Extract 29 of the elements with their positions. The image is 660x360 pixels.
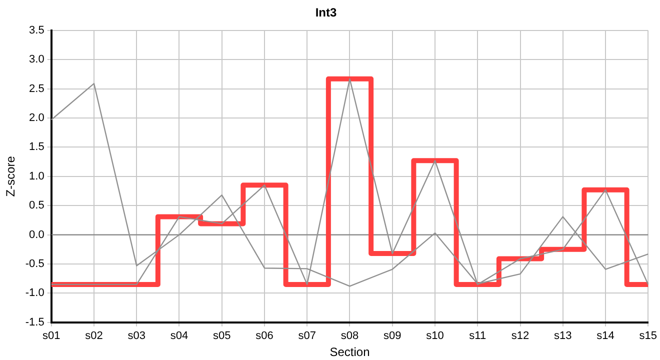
chart-title: Int3 [315, 6, 337, 20]
y-tick-label: 1.0 [29, 170, 44, 182]
y-tick-label: 3.0 [29, 54, 44, 66]
x-tick-label: s05 [212, 330, 231, 342]
x-tick-label: s09 [383, 330, 402, 342]
y-tick-label: -1.5 [25, 316, 44, 328]
x-tick-label: s14 [596, 330, 614, 342]
y-axis-title: Z-score [4, 156, 18, 197]
x-tick-label: s04 [170, 330, 188, 342]
y-tick-label: 2.0 [29, 112, 44, 124]
y-tick-label: 0.0 [29, 228, 44, 241]
y-tick-label: 0.5 [29, 200, 44, 212]
x-tick-label: s15 [639, 330, 658, 342]
x-axis-title: Section [330, 345, 370, 360]
x-tick-label: s11 [469, 330, 486, 342]
x-tick-label: s06 [256, 330, 274, 342]
x-tick-label: s02 [85, 330, 103, 342]
y-tick-label: 3.5 [29, 24, 44, 36]
x-tick-label: s10 [426, 330, 444, 342]
y-tick-label: -1.0 [25, 287, 44, 300]
x-tick-label: s13 [554, 330, 572, 342]
x-tick-label: s08 [340, 330, 359, 342]
y-tick-label: 2.5 [29, 82, 44, 95]
x-tick-label: s03 [128, 330, 146, 342]
x-tick-label: s07 [298, 330, 316, 342]
y-tick-label: -0.5 [25, 258, 44, 270]
y-tick-label: 1.5 [29, 141, 44, 154]
x-tick-label: s12 [511, 330, 530, 342]
x-tick-label: s01 [42, 330, 60, 342]
